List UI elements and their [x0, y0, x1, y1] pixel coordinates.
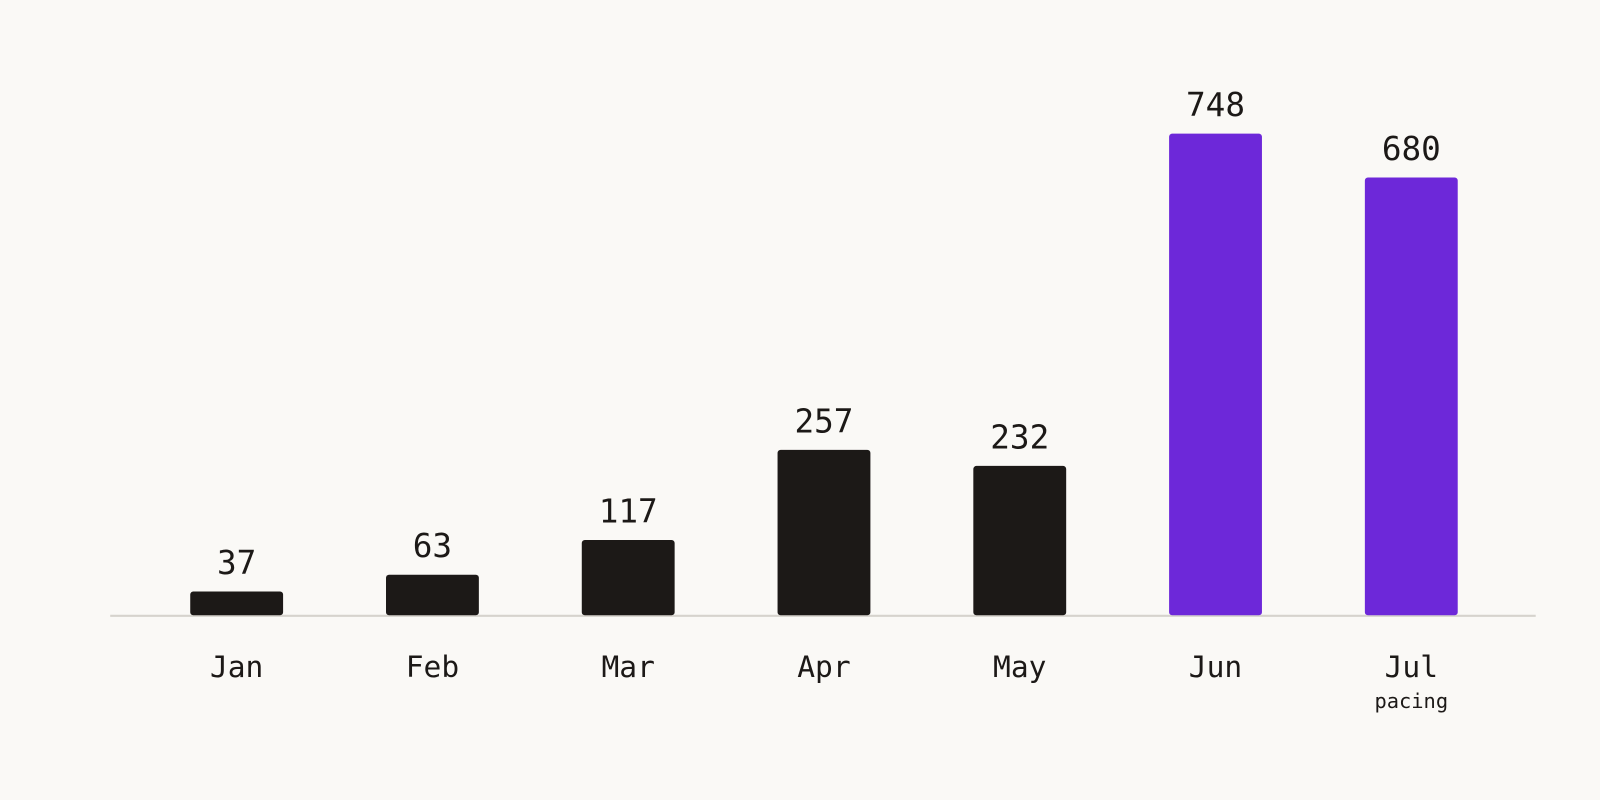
- category-note: pacing: [1374, 689, 1448, 713]
- x-tick-label: Jun: [1189, 650, 1242, 684]
- value-label: 257: [794, 402, 853, 440]
- x-tick-label: Mar: [601, 650, 654, 684]
- value-label: 117: [599, 492, 658, 530]
- value-label: 232: [990, 418, 1049, 456]
- x-tick-label: Jan: [210, 650, 263, 684]
- value-label: 63: [413, 527, 452, 565]
- bar: [386, 574, 479, 616]
- bar: [1169, 133, 1262, 616]
- value-label: 37: [217, 544, 256, 582]
- x-tick-label: Jul: [1385, 650, 1438, 684]
- x-tick-label: Feb: [406, 650, 459, 684]
- bar: [190, 591, 284, 616]
- value-label: 748: [1186, 86, 1245, 124]
- bar: [1364, 177, 1458, 616]
- x-tick-label: May: [993, 650, 1046, 684]
- bar: [777, 449, 871, 616]
- bar: [581, 539, 675, 616]
- value-label: 680: [1382, 130, 1441, 168]
- x-tick-label: Apr: [797, 650, 850, 684]
- bar: [973, 465, 1067, 616]
